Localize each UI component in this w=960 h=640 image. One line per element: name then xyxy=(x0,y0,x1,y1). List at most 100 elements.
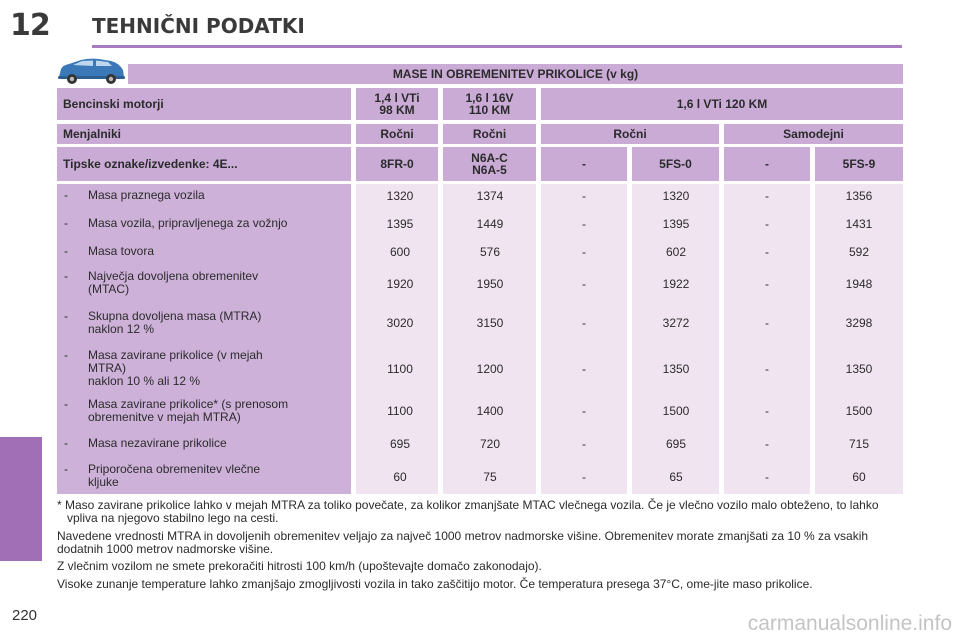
data-column xyxy=(541,184,627,494)
table-title: MASE IN OBREMENITEV PRIKOLICE (v kg) xyxy=(128,64,903,84)
table-row-label: - Masa tovora xyxy=(64,245,358,258)
table-cell: - xyxy=(765,404,769,418)
table-cell: 60 xyxy=(393,470,407,484)
data-column xyxy=(815,184,903,494)
row-label-text: Priporočena obremenitev vlečne kljuke xyxy=(88,462,261,489)
table-cell: 715 xyxy=(848,437,870,451)
row-bullet: - xyxy=(64,348,68,362)
table-cell: 3150 xyxy=(476,316,504,330)
data-column xyxy=(356,184,438,494)
table-cell: 1922 xyxy=(662,277,690,291)
table-cell: 1500 xyxy=(845,404,873,418)
watermark: carmanualsonline.info xyxy=(747,612,952,635)
table-row-label: - Masa zavirane prikolice (v mejah MTRA) … xyxy=(64,349,358,388)
row-bullet: - xyxy=(64,216,68,230)
note-paragraph: Z vlečnim vozilom ne smete prekoračiti h… xyxy=(57,559,542,573)
table-cell: - xyxy=(582,277,586,291)
row-label-text: Masa praznega vozila xyxy=(88,188,205,202)
row-bullet: - xyxy=(64,462,68,476)
type-cell: - xyxy=(541,147,627,181)
type-header-row: Tipske oznake/izvedenke: 4E... 8FR-0 N6A… xyxy=(57,147,903,181)
table-cell: 1449 xyxy=(476,217,504,231)
table-cell: - xyxy=(582,437,586,451)
table-cell: 1431 xyxy=(845,217,873,231)
table-cell: 1374 xyxy=(476,189,504,203)
table-cell: - xyxy=(765,437,769,451)
notes-section: * Maso zavirane prikolice lahko v mejah … xyxy=(57,499,905,595)
row-bullet: - xyxy=(64,309,68,323)
table-cell: - xyxy=(582,189,586,203)
table-cell: 1100 xyxy=(387,362,413,376)
table-cell: 60 xyxy=(852,470,866,484)
table-cell: 576 xyxy=(479,245,501,259)
table-cell: 602 xyxy=(665,245,687,259)
table-cell: 75 xyxy=(483,470,497,484)
gearbox-cell: Ročni xyxy=(541,124,719,144)
row-label-text: Največja dovoljena obremenitev (MTAC) xyxy=(88,269,259,296)
table-cell: 1395 xyxy=(386,217,414,231)
gearbox-header-row: Menjalniki Ročni Ročni Ročni Samodejni xyxy=(57,124,903,144)
table-cell: 1100 xyxy=(387,404,413,418)
gearbox-label: Menjalniki xyxy=(57,124,351,144)
table-cell: - xyxy=(765,277,769,291)
gearbox-cell: Ročni xyxy=(356,124,438,144)
table-cell: - xyxy=(582,362,586,376)
page-title: TEHNIČNI PODATKI xyxy=(92,14,305,38)
table-row-label: - Največja dovoljena obremenitev (MTAC) xyxy=(64,270,358,296)
type-cell: - xyxy=(724,147,810,181)
table-cell: - xyxy=(582,316,586,330)
table-cell: 1320 xyxy=(386,189,414,203)
table-cell: 1320 xyxy=(662,189,690,203)
row-bullet: - xyxy=(64,397,68,411)
table-cell: 3272 xyxy=(662,316,690,330)
row-bullet: - xyxy=(64,436,68,450)
engine-header-cell: 1,6 l 16V 110 KM xyxy=(443,88,536,120)
table-cell: 1356 xyxy=(845,189,873,203)
chapter-side-tab xyxy=(0,437,42,561)
table-cell: - xyxy=(765,217,769,231)
data-column xyxy=(724,184,810,494)
table-row-label: - Masa vozila, pripravljenega za vožnjo xyxy=(64,217,358,230)
header-divider xyxy=(92,45,902,48)
table-row-label: - Masa praznega vozila xyxy=(64,189,358,202)
engine-header-cell: 1,4 l VTi 98 KM xyxy=(356,88,438,120)
table-cell: 1950 xyxy=(476,277,504,291)
row-bullet: - xyxy=(64,244,68,258)
table-cell: 1948 xyxy=(845,277,873,291)
table-cell: 1350 xyxy=(662,362,690,376)
table-cell: 695 xyxy=(665,437,687,451)
table-cell: 3298 xyxy=(845,316,873,330)
table-cell: - xyxy=(765,470,769,484)
table-cell: 1395 xyxy=(662,217,690,231)
table-cell: 1500 xyxy=(662,404,690,418)
table-cell: - xyxy=(765,362,769,376)
engine-header-cell: 1,6 l VTi 120 KM xyxy=(541,88,903,120)
table-cell: - xyxy=(582,217,586,231)
table-cell: - xyxy=(765,245,769,259)
row-label-text: Masa zavirane prikolice* (s prenosom obr… xyxy=(88,397,289,424)
page-number: 220 xyxy=(12,607,38,624)
table-row-label: - Masa nezavirane prikolice xyxy=(64,437,358,450)
type-cell: 8FR-0 xyxy=(356,147,438,181)
data-column xyxy=(632,184,719,494)
row-label-text: Masa zavirane prikolice (v mejah MTRA) n… xyxy=(88,348,263,388)
engine-label: Bencinski motorji xyxy=(57,88,351,120)
table-cell: 65 xyxy=(669,470,683,484)
row-label-text: Masa vozila, pripravljenega za vožnjo xyxy=(88,216,288,230)
table-cell: - xyxy=(582,470,586,484)
table-row-label: - Skupna dovoljena masa (MTRA) naklon 12 … xyxy=(64,310,358,336)
table-cell: 3020 xyxy=(386,316,414,330)
table-cell: 592 xyxy=(848,245,870,259)
table-cell: - xyxy=(765,189,769,203)
row-label-text: Masa tovora xyxy=(88,244,155,258)
type-cell: 5FS-9 xyxy=(815,147,903,181)
table-cell: 1920 xyxy=(386,277,414,291)
note-paragraph: Visoke zunanje temperature lahko zmanjša… xyxy=(57,576,813,591)
car-icon xyxy=(58,58,125,84)
row-bullet: - xyxy=(64,269,68,283)
type-cell: N6A-C N6A-5 xyxy=(443,147,536,181)
note-paragraph: Navedene vrednosti MTRA in dovoljenih ob… xyxy=(57,529,869,556)
row-label-text: Skupna dovoljena masa (MTRA) naklon 12 % xyxy=(88,309,262,336)
row-bullet: - xyxy=(64,188,68,202)
type-cell: 5FS-0 xyxy=(632,147,719,181)
